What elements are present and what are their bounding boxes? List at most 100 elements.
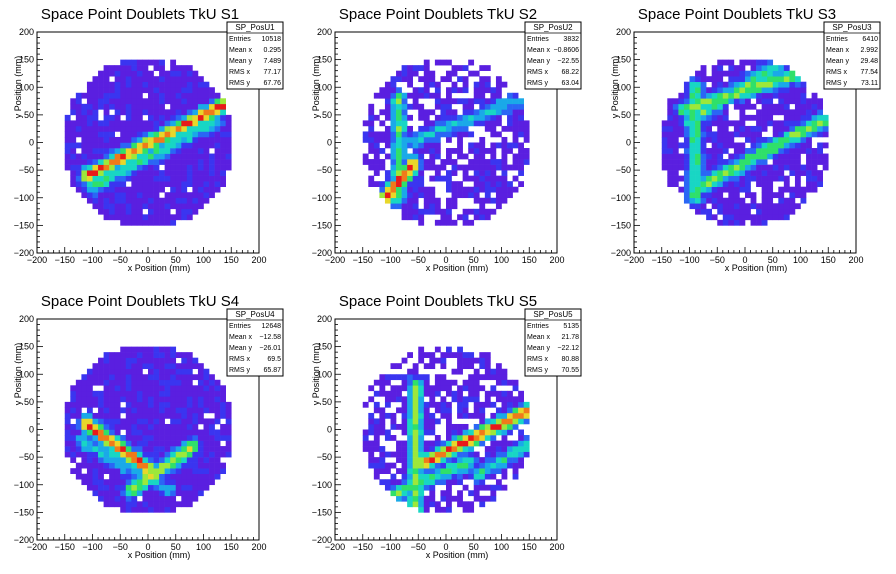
heatmap-bin [794,148,801,154]
heatmap-bin [501,192,508,199]
heatmap-bin [518,429,524,436]
heatmap-bin [186,407,193,414]
heatmap-bin [468,131,475,138]
heatmap-bin [98,186,104,193]
heatmap-bin [451,164,458,171]
heatmap-bin [783,142,790,149]
heatmap-bin [148,495,154,502]
heatmap-bin [733,181,740,187]
heatmap-bin [446,346,452,353]
stats-row-value: 5135 [563,323,579,330]
heatmap-bin [92,468,99,474]
heatmap-bin [407,203,413,210]
heatmap-bin [717,120,724,127]
heatmap-bin [772,164,779,171]
heatmap-bin [86,435,93,441]
heatmap-bin [728,170,735,176]
heatmap-bin [794,92,801,99]
heatmap-bin [473,153,480,160]
heatmap-bin [396,181,402,187]
heatmap-bin [159,423,165,430]
heatmap-bin [484,390,491,397]
heatmap-bin [728,159,735,165]
heatmap-bin [440,407,447,414]
heatmap-bin [667,159,674,165]
x-tick-label: −200 [325,542,345,552]
heatmap-bin [683,175,690,182]
heatmap-bin [761,186,768,193]
heatmap-bin [711,203,718,210]
heatmap-bin [750,76,757,83]
heatmap-bin [733,70,740,77]
heatmap-bin [136,396,143,403]
heatmap-bin [473,374,480,381]
heatmap-bin [462,76,469,83]
stats-row-value: 2.992 [860,47,878,54]
heatmap-bin [434,451,441,458]
heatmap-bin [197,457,204,463]
heatmap-bin [170,357,177,364]
heatmap-bin [518,114,524,121]
heatmap-bin [722,98,729,105]
heatmap-bin [181,368,188,375]
heatmap-bin [695,103,701,110]
heatmap-bin [750,203,757,210]
heatmap-bin [495,192,502,199]
heatmap-bin [170,159,177,165]
heatmap-bin [484,208,491,215]
heatmap-bin [98,490,104,497]
heatmap-bin [457,186,463,193]
heatmap-bin [412,148,419,154]
heatmap-bin [695,131,701,138]
heatmap-bin [120,59,127,66]
heatmap-bin [164,170,171,176]
heatmap-bin [479,81,486,88]
axis-ticks: −200 −150 −100 −50 0 50 100 150 200−200−150−100−… [312,314,565,552]
heatmap-bin [92,451,99,458]
heatmap-bin [446,214,452,221]
heatmap-bin [114,352,121,358]
heatmap-bin [512,92,519,99]
heatmap-bin [225,423,232,430]
heatmap-bin [209,401,215,408]
heatmap-bin [214,396,221,403]
heatmap-bin [186,120,193,127]
heatmap-bin [518,457,524,463]
heatmap-bin [170,374,177,381]
heatmap-bin [501,109,508,116]
heatmap-bin [468,390,475,397]
heatmap-bin [114,407,121,414]
heatmap-bin [109,374,115,381]
heatmap-bin [220,423,226,430]
heatmap-bin [148,109,154,116]
heatmap-bin [384,429,391,436]
heatmap-bin [722,70,729,77]
heatmap-bin [148,214,154,221]
heatmap-bin [125,495,132,502]
heatmap-bin [484,170,491,176]
heatmap-bin [794,125,801,132]
heatmap-bin [396,98,402,105]
heatmap-bin [120,479,127,486]
heatmap-bin [457,385,463,392]
heatmap-bin [86,164,93,171]
heatmap-bin [800,170,807,176]
heatmap-bin [186,462,193,469]
heatmap-bin [379,164,386,171]
heatmap-bin [401,153,408,160]
heatmap-bin [175,501,182,508]
heatmap-bin [142,385,149,392]
heatmap-bin [170,125,177,132]
heatmap-bin [368,136,375,143]
heatmap-bin [750,219,757,226]
heatmap-bin [745,153,751,160]
heatmap-bin [75,423,82,430]
heatmap-bin [457,468,463,474]
heatmap-bin [114,379,121,386]
heatmap-bin [794,81,801,88]
heatmap-bin [70,136,77,143]
heatmap-bin [479,418,486,425]
heatmap-bin [423,418,430,425]
heatmap-bin [490,142,497,149]
heatmap-bin [136,490,143,497]
